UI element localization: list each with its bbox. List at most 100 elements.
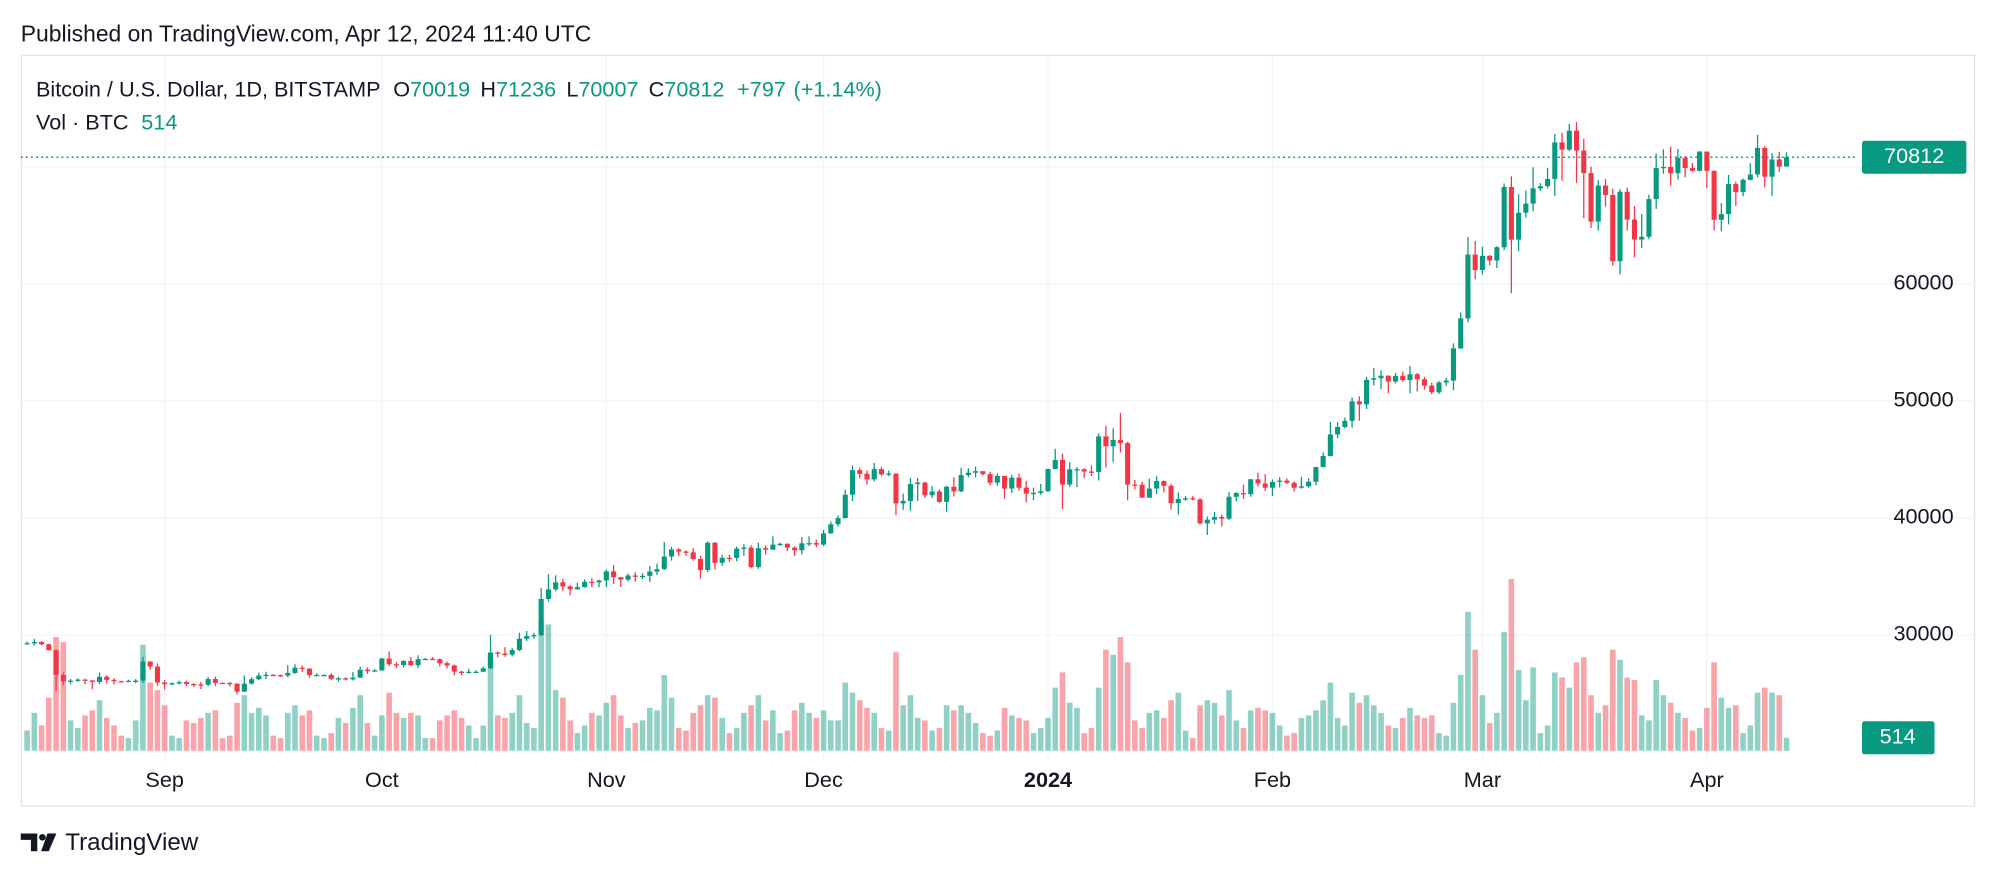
- candle-body: [1566, 130, 1572, 150]
- volume-bar: [437, 720, 443, 751]
- candle-body: [133, 680, 139, 682]
- volume-bar: [675, 728, 682, 751]
- volume-bar: [1638, 715, 1645, 751]
- candle-body: [915, 482, 921, 485]
- volume-bar: [1168, 700, 1174, 751]
- volume-bar: [1211, 702, 1218, 751]
- candle-body: [965, 472, 971, 476]
- volume-bar: [849, 692, 856, 751]
- candle-body: [241, 683, 247, 692]
- candle-body: [1277, 480, 1283, 482]
- volume-bar: [1486, 722, 1493, 751]
- volume-bar: [328, 733, 335, 751]
- volume-bar: [589, 712, 595, 751]
- volume-bar: [1016, 717, 1022, 751]
- candle-body: [524, 636, 530, 639]
- volume-bar: [1675, 712, 1681, 751]
- volume-bar: [118, 735, 125, 751]
- volume-bar: [1523, 700, 1529, 751]
- volume-bar: [1081, 733, 1087, 751]
- candle-body: [625, 575, 631, 580]
- candle-body: [191, 684, 197, 686]
- volume-bar: [161, 705, 168, 751]
- volume-legend-value: 514: [141, 109, 177, 134]
- volume-bar: [386, 692, 392, 751]
- y-tick-label: 30000: [1893, 621, 1953, 646]
- volume-pane: [24, 578, 1790, 751]
- candle-body: [1110, 439, 1116, 447]
- volume-bar: [212, 710, 219, 751]
- candle-body: [263, 674, 269, 677]
- volume-bar: [1740, 733, 1746, 751]
- last-volume-label: 514: [1880, 723, 1916, 748]
- candle-body: [878, 469, 885, 475]
- candle-body: [1653, 167, 1659, 200]
- volume-bar: [299, 715, 306, 751]
- volume-bar: [1262, 710, 1269, 751]
- candle-body: [466, 671, 472, 674]
- volume-bar: [574, 733, 581, 751]
- candle-body: [328, 675, 334, 679]
- legend-symbol: Bitcoin / U.S. Dollar, 1D, BITSTAMP: [36, 76, 381, 101]
- volume-legend: Vol · BTC 514: [36, 109, 177, 134]
- volume-bar: [1508, 578, 1515, 751]
- candle-body: [1602, 185, 1609, 195]
- volume-bar: [893, 652, 899, 751]
- candle-body: [1139, 484, 1145, 498]
- volume-bar: [523, 722, 530, 751]
- volume-bar: [748, 705, 754, 751]
- candle-body: [755, 548, 761, 568]
- candle-body: [842, 494, 848, 519]
- volume-bar: [1240, 728, 1247, 751]
- volume-bar: [1573, 662, 1580, 751]
- volume-bar: [306, 710, 313, 751]
- candle-body: [1030, 492, 1037, 495]
- volume-bar: [1588, 695, 1594, 751]
- volume-bar: [661, 674, 668, 751]
- candle-body: [1631, 219, 1638, 240]
- candle-body: [1204, 519, 1210, 524]
- volume-bar: [74, 728, 81, 751]
- candle-body: [408, 660, 414, 666]
- volume-bar: [545, 624, 552, 751]
- candle-body: [618, 577, 624, 580]
- volume-bar: [726, 733, 733, 751]
- candle-body: [357, 669, 363, 678]
- volume-bar: [929, 730, 935, 751]
- candle-body: [270, 674, 276, 677]
- brand-logo: TradingView: [20, 829, 199, 856]
- volume-bar: [1443, 735, 1450, 751]
- candle-body: [183, 682, 189, 685]
- volume-bar: [487, 654, 494, 751]
- candle-body: [705, 542, 711, 571]
- volume-bar: [1074, 707, 1080, 751]
- candle-body: [379, 658, 385, 671]
- volume-bar: [1255, 707, 1261, 751]
- volume-bar: [1725, 707, 1732, 751]
- candle-body: [719, 557, 725, 563]
- candle-body: [1400, 375, 1406, 381]
- candle-body: [1088, 471, 1094, 473]
- volume-bar: [1457, 674, 1464, 751]
- volume-bar: [1023, 720, 1030, 751]
- candle-body: [632, 575, 638, 577]
- x-tick-label: 2024: [1024, 767, 1072, 792]
- volume-bar: [1472, 649, 1478, 751]
- candle-body: [1081, 469, 1087, 472]
- volume-bar: [96, 700, 103, 751]
- candle-body: [1718, 214, 1724, 220]
- candle-body: [1516, 212, 1522, 240]
- volume-bar: [951, 710, 957, 751]
- candle-body: [639, 575, 646, 578]
- volume-bar: [248, 712, 255, 751]
- candle-body: [1248, 479, 1254, 495]
- volume-bar: [719, 717, 725, 751]
- candle-body: [1545, 178, 1551, 187]
- volume-bar: [1124, 662, 1131, 751]
- candle-body: [1675, 157, 1681, 174]
- volume-bar: [1428, 715, 1435, 751]
- volume-bar: [1544, 725, 1551, 751]
- volume-bar: [560, 697, 566, 751]
- candle-body: [343, 678, 349, 680]
- candle-body: [1045, 468, 1051, 492]
